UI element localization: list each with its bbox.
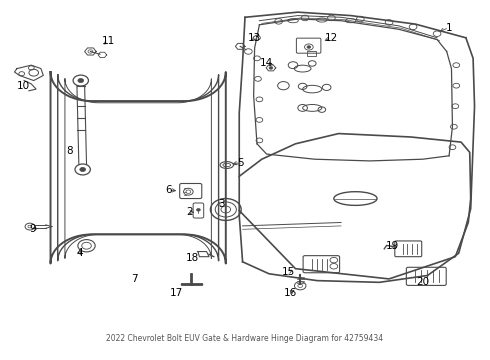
Text: 1: 1 [446, 23, 452, 32]
Text: 11: 11 [101, 36, 115, 46]
Text: 13: 13 [248, 33, 261, 43]
Text: 10: 10 [17, 81, 30, 91]
Text: 5: 5 [237, 158, 244, 168]
Text: 15: 15 [282, 267, 295, 277]
Circle shape [269, 67, 273, 69]
Text: 8: 8 [67, 146, 73, 156]
Text: 19: 19 [386, 242, 399, 251]
Text: 4: 4 [76, 248, 83, 258]
Text: 3: 3 [218, 199, 224, 209]
Text: 20: 20 [416, 277, 429, 287]
Bar [307, 51, 316, 55]
Text: 6: 6 [165, 185, 172, 195]
Text: 9: 9 [29, 224, 36, 234]
Circle shape [80, 167, 86, 171]
Text: 2022 Chevrolet Bolt EUV Gate & Hardware Hinge Diagram for 42759434: 2022 Chevrolet Bolt EUV Gate & Hardware … [106, 334, 384, 343]
Text: 18: 18 [186, 253, 199, 264]
Text: 17: 17 [170, 288, 183, 298]
Circle shape [196, 208, 200, 211]
Text: 7: 7 [131, 274, 138, 284]
Text: 2: 2 [187, 207, 193, 217]
Text: 12: 12 [325, 33, 338, 43]
Circle shape [78, 78, 84, 82]
Text: 14: 14 [260, 58, 273, 68]
Circle shape [307, 46, 311, 48]
Text: 16: 16 [284, 288, 297, 298]
